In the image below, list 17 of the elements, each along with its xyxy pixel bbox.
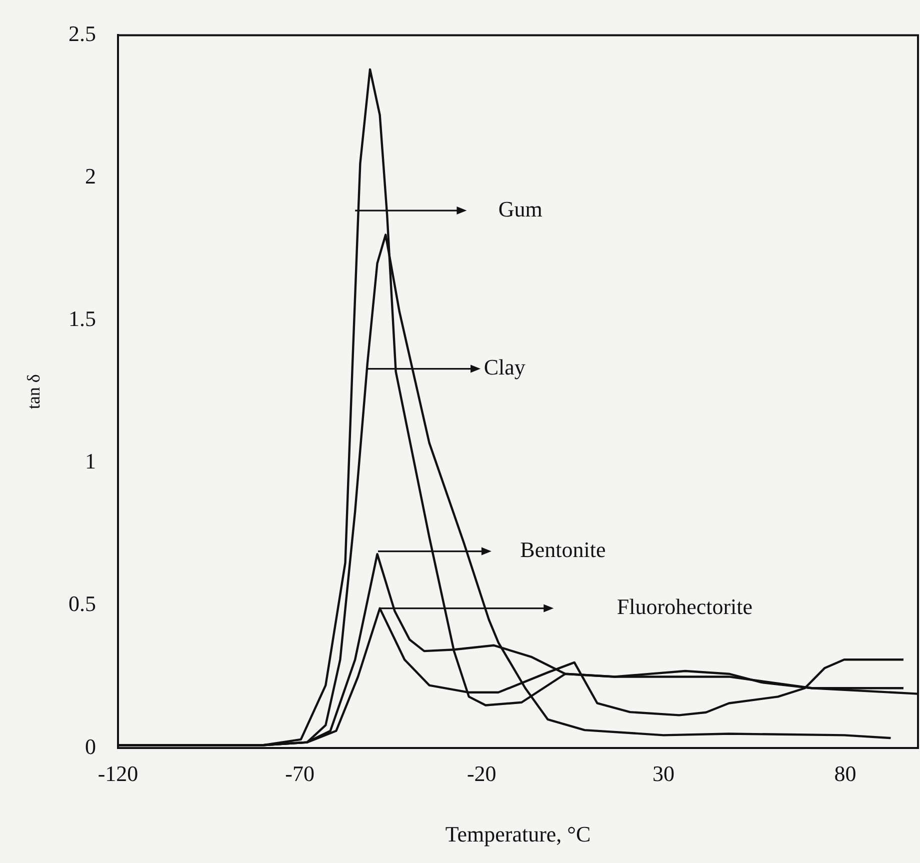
y-axis-title: tan δ bbox=[24, 374, 44, 410]
legend-label: Gum bbox=[498, 196, 542, 222]
y-tick-label: 2.5 bbox=[68, 20, 96, 46]
y-tick-label: 1 bbox=[85, 448, 96, 474]
x-tick-label: 30 bbox=[652, 760, 674, 786]
y-tick-label: 0.5 bbox=[68, 591, 96, 616]
y-tick-label: 0 bbox=[85, 734, 96, 759]
x-tick-label: -70 bbox=[285, 760, 314, 786]
y-tick-label: 1.5 bbox=[68, 306, 96, 332]
legend-label: Bentonite bbox=[520, 537, 606, 562]
x-tick-label: -120 bbox=[98, 760, 138, 786]
y-tick-label: 2 bbox=[85, 164, 96, 189]
x-axis-title: Temperature, °C bbox=[445, 822, 591, 847]
text: Fluorohectorite bbox=[616, 594, 753, 620]
x-tick-label: -20 bbox=[466, 760, 496, 786]
legend-label: Clay bbox=[484, 354, 526, 380]
x-tick-label: 80 bbox=[834, 760, 856, 786]
